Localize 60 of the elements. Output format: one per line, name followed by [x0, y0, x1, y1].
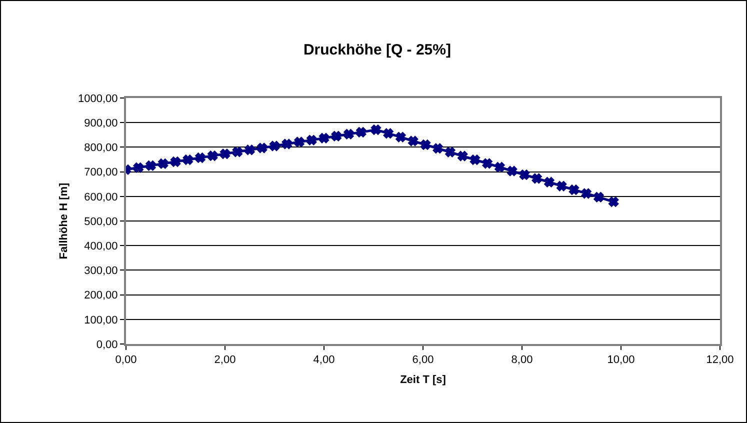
point [396, 132, 406, 142]
point [208, 150, 218, 161]
point [581, 188, 592, 198]
x-tick-label: 2,00 [214, 354, 236, 366]
point [532, 173, 542, 184]
x-tick-label: 6,00 [412, 354, 434, 366]
y-tick-label: 200,00 [84, 290, 118, 302]
point [294, 137, 304, 147]
x-tick-label: 0,00 [115, 354, 137, 366]
y-tick-label: 500,00 [84, 216, 118, 228]
y-tick-label: 800,00 [84, 142, 118, 154]
point [195, 152, 206, 163]
y-tick-label: 0,00 [96, 338, 118, 351]
point [594, 192, 604, 202]
point [232, 146, 242, 157]
point [344, 129, 354, 140]
point [470, 154, 480, 165]
y-axis-title: Fallhöhe H [m] [58, 182, 70, 260]
point [569, 184, 579, 195]
point [556, 181, 567, 192]
point [257, 142, 268, 153]
x-tick-label: 12,00 [706, 354, 734, 366]
point [482, 158, 492, 168]
point [608, 196, 619, 207]
y-tick-label: 300,00 [84, 265, 118, 278]
point [182, 154, 193, 165]
point [282, 139, 292, 149]
x-tick-label: 10,00 [607, 354, 635, 366]
point [220, 148, 230, 159]
chart-title: Druckhöhe [Q - 25%] [303, 42, 451, 59]
point [133, 162, 144, 173]
point [383, 128, 394, 138]
point [170, 156, 180, 167]
point [408, 136, 418, 146]
point [458, 151, 468, 162]
y-tick-label: 1000,00 [78, 92, 118, 105]
point [371, 124, 381, 135]
point [319, 133, 329, 144]
x-tick-label: 8,00 [511, 354, 533, 366]
point [445, 147, 456, 158]
x-axis-title: Zeit T [s] [400, 374, 446, 386]
point [356, 127, 366, 138]
point [158, 158, 168, 169]
point [306, 135, 317, 146]
x-tick-label: 4,00 [313, 354, 335, 366]
point [244, 144, 255, 155]
y-tick-label: 600,00 [84, 191, 118, 204]
point [420, 140, 430, 150]
point [432, 143, 443, 154]
y-tick-label: 400,00 [84, 240, 118, 252]
point [520, 170, 530, 180]
point [544, 177, 554, 188]
point [494, 162, 505, 172]
point [507, 166, 518, 176]
point [146, 160, 156, 171]
y-tick-label: 100,00 [84, 314, 118, 326]
point [331, 131, 342, 142]
point [270, 141, 280, 151]
y-tick-label: 900,00 [84, 117, 118, 130]
y-tick-label: 700,00 [84, 166, 118, 179]
